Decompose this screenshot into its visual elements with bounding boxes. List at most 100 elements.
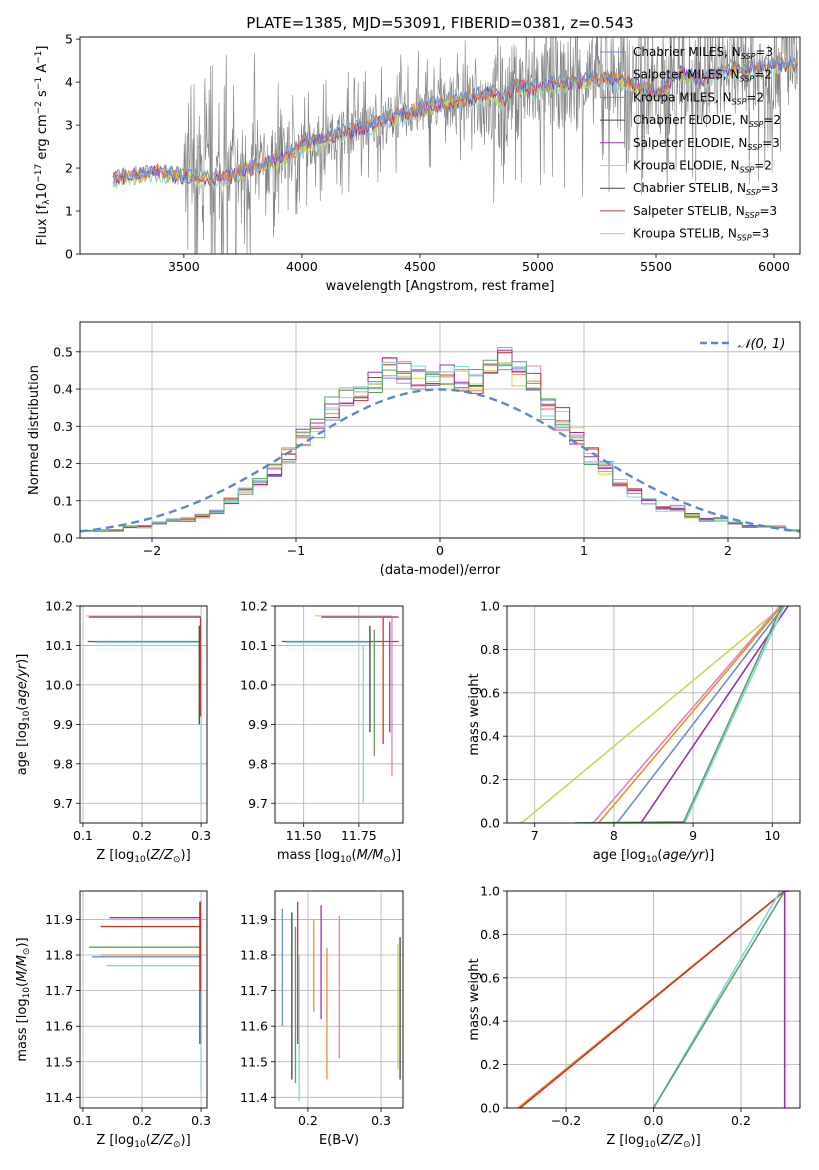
y-tick-label: 9.8 (53, 756, 73, 771)
observed-spectrum (112, 37, 798, 254)
x-tick-label: 6000 (758, 259, 790, 274)
y-axis-label: mass [log10(M/M⊙)] (15, 937, 32, 1061)
y-tick-label: 9.9 (53, 717, 73, 732)
spectrum-frame (79, 36, 801, 255)
y-tick-label: 11.8 (240, 948, 268, 963)
legend-entry: 𝒩(0, 1) (738, 337, 785, 352)
spectrum-marks (112, 37, 799, 254)
legend-entry: Kroupa MILES, NSSP=2 (633, 90, 764, 106)
x-tick-label: 0.2 (731, 1113, 751, 1128)
y-tick-label: 2 (65, 161, 73, 176)
x-tick-label: 0.1 (73, 1113, 93, 1128)
histogram-step (80, 359, 800, 532)
y-axis-label: mass weight (467, 673, 482, 755)
x-tick-label: 3500 (168, 259, 200, 274)
x-tick-label: 0.2 (132, 828, 152, 843)
residuals-panel: −2 −1 0 1 2 0.0 0.1 0.2 0.3 0.4 0.5 (data-model)/er… (27, 321, 801, 578)
y-tick-label: 11.5 (45, 1054, 73, 1069)
age_vs_Z-plot-area (80, 606, 207, 823)
y-tick-label: 10.0 (45, 677, 73, 692)
series-line (783, 891, 790, 1108)
x-tick-label: 5500 (640, 259, 672, 274)
x-tick-label: 11.75 (341, 828, 377, 843)
y-axis-label: age [log10(age/yr)] (15, 654, 32, 776)
y-axis-label: Flux [fλ10−17 erg cm−2 s−1 A−1] (34, 46, 52, 246)
y-tick-label: 9.8 (248, 756, 268, 771)
y-tick-label: 11.5 (240, 1054, 268, 1069)
x-tick-label: 5000 (522, 259, 554, 274)
y-tick-label: 9.9 (248, 717, 268, 732)
x-tick-label: 0.3 (191, 1113, 211, 1128)
y-tick-label: 11.9 (45, 912, 73, 927)
x-tick-label: −1 (287, 543, 305, 558)
series-line (652, 891, 786, 1108)
gaussian-curve (80, 388, 800, 533)
y-tick-label: 1.0 (480, 884, 500, 899)
y-tick-label: 0.8 (480, 642, 500, 657)
x-tick-label: 8 (610, 828, 618, 843)
y-tick-label: 0.1 (53, 493, 73, 508)
age_vs_mass-plot-area (275, 606, 403, 823)
y-tick-label: 0.6 (480, 685, 500, 700)
y-tick-label: 0.2 (53, 456, 73, 471)
x-tick-label: 10 (764, 828, 780, 843)
y-tick-label: 10.2 (240, 599, 268, 614)
y-tick-label: 11.4 (45, 1090, 73, 1105)
y-tick-label: 11.9 (240, 912, 268, 927)
spectrum-panel: 3500 4000 4500 5000 5500 6000 0 1 2 3 4 5 wavelength… (34, 32, 801, 294)
y-tick-label: 11.4 (240, 1090, 268, 1105)
y-tick-label: 0.3 (53, 419, 73, 434)
y-tick-label: 11.7 (240, 983, 268, 998)
y-tick-label: 11.6 (45, 1019, 73, 1034)
x-axis-label: (data-model)/error (380, 563, 501, 578)
mass_vs_ebv-frame (274, 890, 404, 1109)
y-tick-label: 10.0 (240, 677, 268, 692)
x-axis-label: Z [log10(Z/Z⊙)] (96, 848, 190, 865)
series-line (518, 606, 785, 823)
series-line (519, 891, 786, 1108)
mass_vs_Z-marks (88, 901, 202, 1091)
charts-container: 3500 4000 4500 5000 5500 6000 0 1 2 3 4 5 wavelength… (15, 32, 801, 1150)
y-tick-label: 4 (65, 75, 73, 90)
y-tick-label: 0.2 (480, 1057, 500, 1072)
y-tick-label: 0.6 (480, 970, 500, 985)
mass_weight_vs_age-panel: 7 8 9 10 0.0 0.2 0.4 0.6 0.8 1.0 age [log10(age/yr… (467, 599, 801, 865)
mass_vs_Z-panel: 0.1 0.2 0.3 11.4 11.5 11.6 11.7 11.8 11.9 Z [log1… (15, 890, 211, 1150)
figure-title: PLATE=1385, MJD=53091, FIBERID=0381, z=0… (246, 14, 633, 32)
x-tick-label: 4000 (286, 259, 318, 274)
y-tick-label: 3 (65, 118, 73, 133)
legend-entry: Salpeter MILES, NSSP=2 (633, 68, 772, 84)
x-tick-label: 0.3 (191, 828, 211, 843)
x-tick-label: 0.2 (132, 1113, 152, 1128)
legend-entry: Chabrier STELIB, NSSP=3 (633, 181, 778, 197)
mass_weight_vs_age-frame (506, 605, 801, 824)
x-tick-label: 0 (436, 543, 444, 558)
x-axis-label: mass [log10(M/M⊙)] (277, 848, 401, 865)
x-axis-label: wavelength [Angstrom, rest frame] (326, 279, 555, 294)
y-tick-label: 11.6 (240, 1019, 268, 1034)
residuals-marks (80, 346, 800, 533)
x-tick-label: 0.1 (73, 828, 93, 843)
y-tick-label: 1 (65, 204, 73, 219)
mass_weight_vs_Z-panel: −0.2 0.0 0.2 0.0 0.2 0.4 0.6 0.8 1.0 Z [log10(Z/Z… (467, 884, 801, 1150)
y-tick-label: 0.2 (480, 772, 500, 787)
y-tick-label: 0.4 (480, 1014, 500, 1029)
y-tick-label: 0.0 (53, 531, 73, 546)
legend-entry: Chabrier MILES, NSSP=3 (633, 45, 773, 61)
y-axis-label: Normed distribution (27, 365, 42, 495)
legend-entry: Kroupa ELODIE, NSSP=2 (633, 159, 772, 175)
x-tick-label: 4500 (404, 259, 436, 274)
age_vs_mass-marks (281, 615, 399, 804)
x-tick-label: 1 (580, 543, 588, 558)
x-tick-label: −2 (143, 543, 161, 558)
y-tick-label: 0.8 (480, 927, 500, 942)
age_vs_mass-panel: 11.50 11.75 9.7 9.8 9.9 10.0 10.1 10.2 mass [log… (240, 599, 404, 865)
age_vs_Z-panel: 0.1 0.2 0.3 9.7 9.8 9.9 10.0 10.1 10.2 Z [log10(Z… (15, 599, 211, 866)
x-tick-label: 0.3 (371, 1113, 391, 1128)
mass_weight_vs_Z-marks (517, 891, 790, 1108)
y-tick-label: 0.0 (480, 1101, 500, 1116)
y-tick-label: 0 (65, 247, 73, 262)
y-tick-label: 10.1 (45, 638, 73, 653)
model-spectrum (112, 55, 799, 184)
x-axis-label: E(B-V) (319, 1133, 359, 1148)
